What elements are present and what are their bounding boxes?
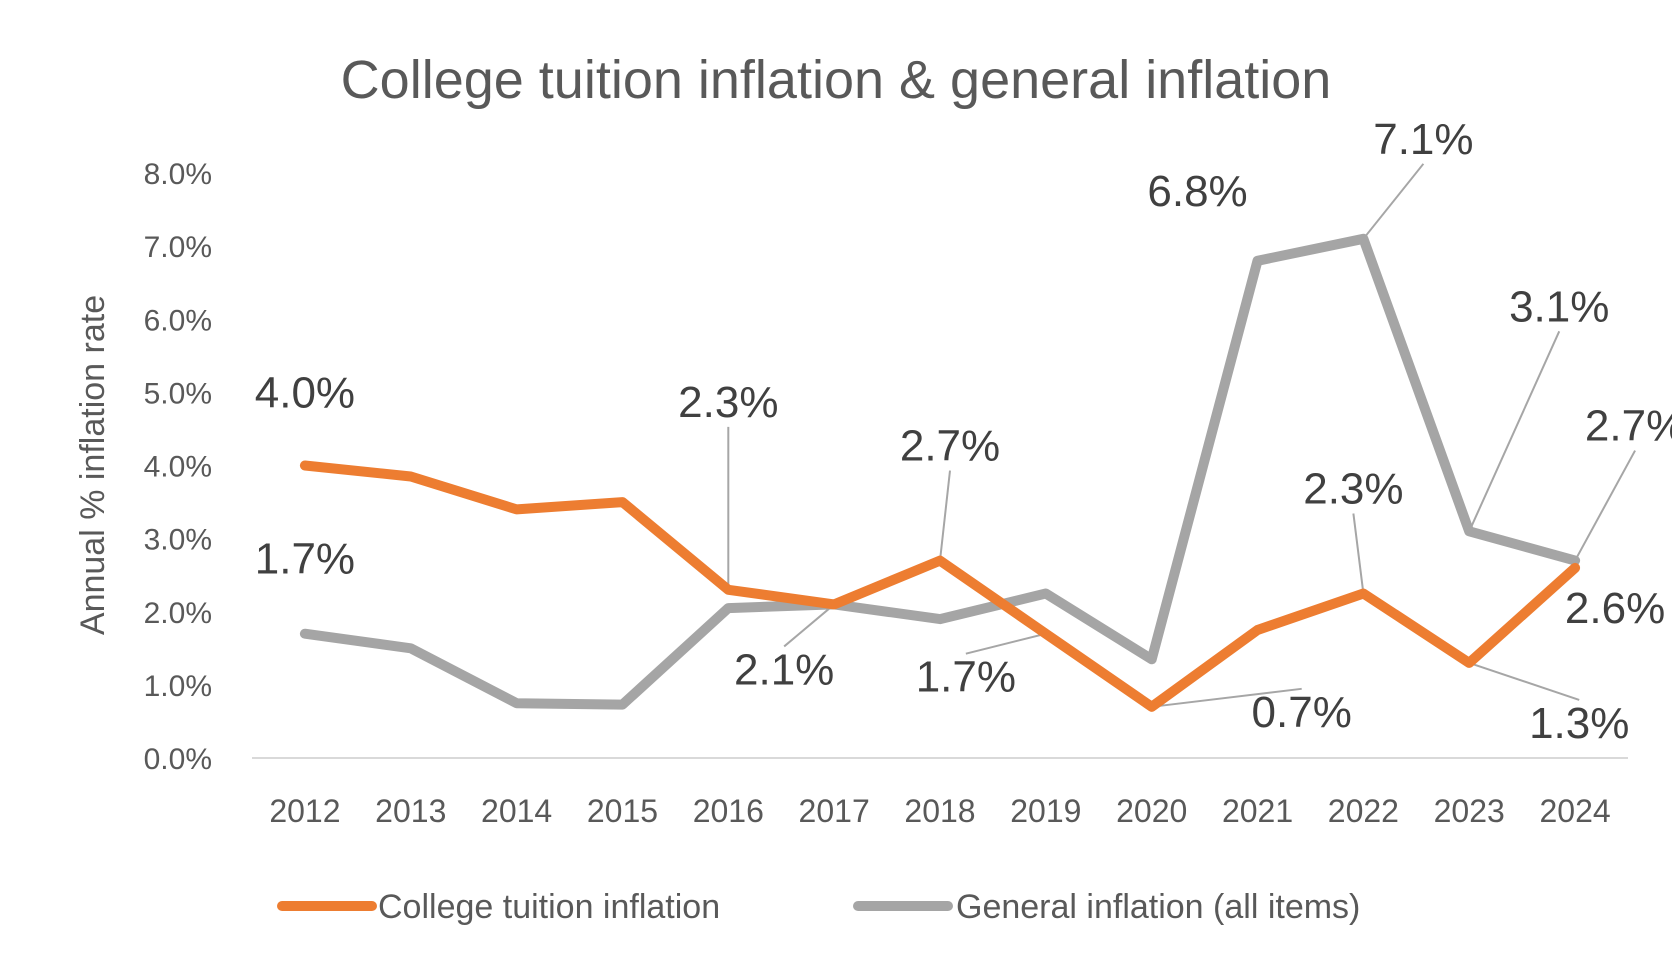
x-tick-label: 2015 <box>587 793 658 829</box>
x-tick-label: 2024 <box>1539 793 1610 829</box>
data-label-leader <box>1468 661 1580 701</box>
data-label: 2.1% <box>734 645 834 694</box>
data-label: 6.8% <box>1147 167 1247 216</box>
data-label: 1.7% <box>916 653 1016 702</box>
data-label: 2.3% <box>678 378 778 427</box>
data-labels: 4.0% 2.3% 2.1% 2.7% 1.7% 0.7% 2.3% 1.3% 2.6% 1.7%… <box>255 115 1672 748</box>
data-label-leader <box>1468 330 1561 532</box>
data-label-leader <box>1362 163 1425 240</box>
y-axis-label: Annual % inflation rate <box>74 295 112 635</box>
x-tick-label: 2021 <box>1222 793 1293 829</box>
series-line-college-tuition <box>299 460 1581 712</box>
data-label-leader <box>1574 450 1636 562</box>
data-label: 1.7% <box>255 535 355 584</box>
x-tick-label: 2013 <box>375 793 446 829</box>
y-tick-label: 1.0% <box>144 670 212 703</box>
y-tick-label: 4.0% <box>144 451 212 484</box>
data-label-leader <box>965 632 1047 655</box>
y-tick-label: 8.0% <box>144 158 212 191</box>
data-label: 3.1% <box>1509 282 1609 331</box>
x-tick-label: 2016 <box>693 793 764 829</box>
y-tick-label: 7.0% <box>144 231 212 264</box>
data-label: 2.3% <box>1303 464 1403 513</box>
y-tick-label: 2.0% <box>144 597 212 630</box>
series-lines <box>299 233 1581 712</box>
x-tick-label: 2023 <box>1434 793 1505 829</box>
x-tick-label: 2022 <box>1328 793 1399 829</box>
data-label-leader <box>1352 513 1365 594</box>
y-tick-label: 5.0% <box>144 377 212 410</box>
x-axis-ticks: 2012 2013 2014 2015 2016 2017 2018 2019 2020 2021… <box>269 793 1610 829</box>
y-tick-label: 3.0% <box>144 524 212 557</box>
data-label: 1.3% <box>1529 699 1629 748</box>
legend: College tuition inflation General inflati… <box>277 888 1360 926</box>
data-label: 0.7% <box>1252 688 1352 737</box>
legend-label: College tuition inflation <box>378 888 720 926</box>
data-label: 2.7% <box>900 422 1000 471</box>
x-tick-label: 2012 <box>269 793 340 829</box>
data-label-leader <box>939 470 951 561</box>
y-tick-label: 6.0% <box>144 304 212 337</box>
chart-title: College tuition inflation & general infl… <box>341 50 1332 110</box>
data-label: 4.0% <box>255 369 355 418</box>
data-label: 2.6% <box>1565 584 1665 633</box>
x-tick-label: 2017 <box>799 793 870 829</box>
x-tick-label: 2018 <box>904 793 975 829</box>
data-label-leader <box>1151 687 1302 708</box>
data-label-leader <box>783 603 835 648</box>
y-tick-label: 0.0% <box>144 743 212 776</box>
x-tick-label: 2019 <box>1010 793 1081 829</box>
data-label: 2.7% <box>1585 402 1672 451</box>
legend-label: General inflation (all items) <box>956 888 1360 926</box>
x-tick-label: 2014 <box>481 793 552 829</box>
data-label: 7.1% <box>1373 115 1473 164</box>
x-tick-label: 2020 <box>1116 793 1187 829</box>
y-axis-ticks: 0.0% 1.0% 2.0% 3.0% 4.0% 5.0% 6.0% 7.0% 8.0% <box>144 158 212 776</box>
data-label-leaders <box>727 163 1636 708</box>
series-line-general-inflation <box>299 233 1581 710</box>
